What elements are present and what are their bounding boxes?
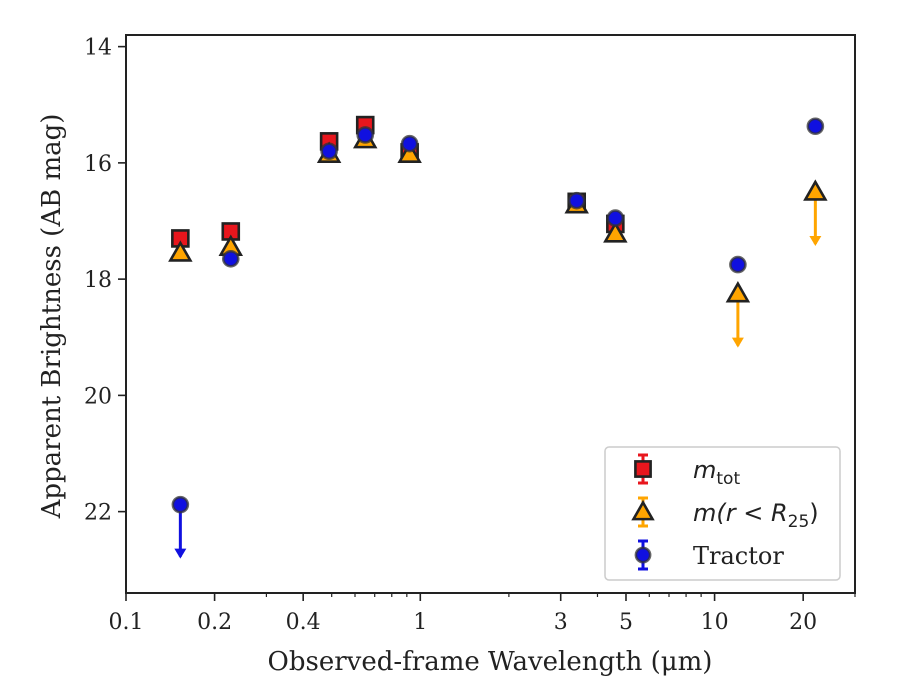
y-tick-label: 14 xyxy=(84,36,112,61)
tractor-point xyxy=(729,255,747,274)
mr25-point xyxy=(397,141,422,163)
x-tick-label: 5 xyxy=(619,610,633,635)
legend-item-mr25: m(r < R25) xyxy=(631,496,819,532)
x-tick-label: 10 xyxy=(701,610,729,635)
x-axis-label: Observed-frame Wavelength (μm) xyxy=(268,647,713,677)
tractor-point xyxy=(400,134,419,153)
legend-label: m(r < R25) xyxy=(693,499,819,532)
legend-box xyxy=(604,446,841,581)
x-tick-label: 3 xyxy=(554,610,568,635)
upper-limit-head xyxy=(731,337,744,348)
legend-label: Tractor xyxy=(693,542,784,570)
series-mtot xyxy=(171,115,625,248)
tractor-point xyxy=(320,142,338,161)
axes: 0.1 0.2 0.4 1 3 5 10 20 14 16 18 20 22 xyxy=(84,34,856,635)
tractor-point xyxy=(567,191,586,210)
y-axis-label: Apparent Brightness (AB mag) xyxy=(37,114,67,520)
tractor-point xyxy=(171,495,190,514)
tractor-point xyxy=(806,117,825,136)
mr25-point xyxy=(803,179,828,201)
x-tick-label: 0.2 xyxy=(197,610,232,635)
y-tick-label: 22 xyxy=(84,501,112,526)
tractor-point xyxy=(356,126,375,144)
y-tick-label: 16 xyxy=(84,152,112,177)
upper-limit-head xyxy=(809,235,822,246)
x-tick-label: 1 xyxy=(413,610,427,635)
x-tick-label: 0.1 xyxy=(109,610,144,635)
mr25-point xyxy=(168,240,193,262)
x-tick-label: 0.4 xyxy=(286,610,321,635)
series-mr25 xyxy=(168,127,828,348)
plot-frame xyxy=(125,34,856,594)
tractor-point xyxy=(221,249,240,268)
mr25-point xyxy=(603,221,628,243)
y-tick-label: 20 xyxy=(84,384,112,409)
x-tick-label: 20 xyxy=(789,610,817,635)
legend-marker xyxy=(634,460,652,478)
legend-marker xyxy=(631,499,655,521)
upper-limit-head xyxy=(174,548,187,559)
legend-item-tractor: Tractor xyxy=(634,539,784,571)
y-tick-label: 18 xyxy=(84,268,112,293)
mr25-point xyxy=(725,281,751,303)
data-marks xyxy=(168,115,828,559)
legend-label: mtot xyxy=(693,456,740,489)
legend-item-mtot: mtot xyxy=(634,453,740,489)
legend: mtot m(r < R25) Tractor xyxy=(604,446,841,581)
tractor-point xyxy=(606,209,625,227)
series-tractor xyxy=(171,117,825,559)
legend-marker xyxy=(634,546,652,564)
